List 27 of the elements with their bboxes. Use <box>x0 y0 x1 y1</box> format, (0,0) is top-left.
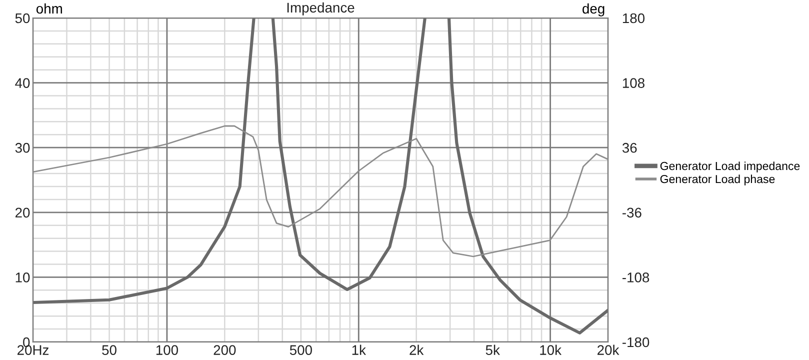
x-tick-label: 500 <box>290 345 312 355</box>
x-tick-label: 5k <box>486 344 500 355</box>
x-tick-label: 200 <box>214 345 236 355</box>
x-tick-label: 2k <box>410 344 424 355</box>
x-tick-label: 1k <box>352 344 366 355</box>
y-tick-label: 30 <box>15 142 30 153</box>
y2-tick-label: 36 <box>622 142 637 153</box>
y2-axis-title: deg <box>582 3 604 16</box>
legend-label: Generator Load impedance <box>660 162 800 172</box>
y2-tick-label: -180 <box>622 337 650 348</box>
y2-tick-label: -108 <box>622 272 650 282</box>
x-tick-label: 10k <box>540 344 562 355</box>
y2-tick-label: 108 <box>622 78 644 88</box>
x-tick-label: 50 <box>102 345 116 355</box>
y-axis-title: ohm <box>36 3 62 14</box>
y-tick-label: 40 <box>15 78 30 88</box>
chart-title: Impedance <box>287 2 354 16</box>
y-tick-label: 0 <box>23 337 30 348</box>
y2-tick-label: -36 <box>622 208 642 218</box>
legend-label: Generator Load phase <box>660 174 775 186</box>
x-tick-label: 20k <box>598 344 620 355</box>
y-tick-label: 50 <box>15 13 30 24</box>
x-tick-label: 20Hz <box>17 345 49 355</box>
x-tick-label: 100 <box>156 345 178 355</box>
y-tick-label: 20 <box>15 208 30 218</box>
y-tick-label: 10 <box>16 272 30 282</box>
y2-tick-label: 180 <box>622 13 645 24</box>
